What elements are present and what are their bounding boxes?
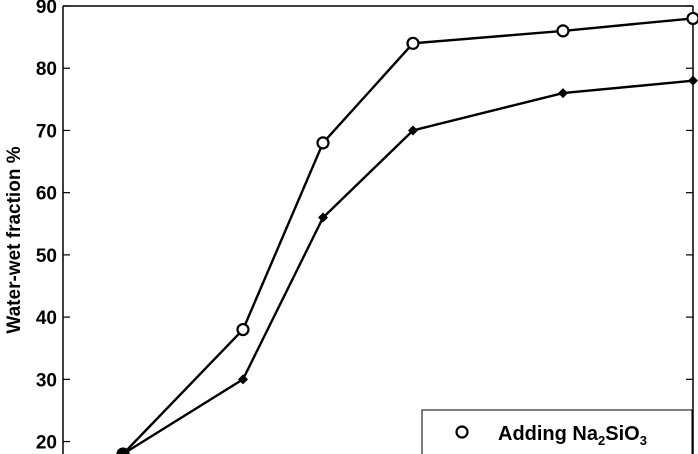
legend-box [421,409,693,454]
y-tick-label: 60 [36,184,57,205]
y-axis-label: Water-wet fraction % [4,146,25,333]
y-ticks: 20 30 40 50 60 70 80 90 [36,0,693,454]
series-group [116,11,698,454]
series-1 [116,11,698,454]
y-tick-label: 50 [36,246,57,267]
legend-label-sub2: 3 [640,433,647,448]
diamond-marker [558,88,568,99]
legend: Adding Na2SiO3 [421,409,693,454]
circle-marker [236,322,250,337]
axes [62,5,694,454]
y-tick-label: 20 [36,433,57,454]
diamond-marker [688,75,698,86]
y-tick-label: 90 [36,0,57,18]
y-tick-label: 40 [36,308,57,329]
legend-label-prefix: Adding Na [498,423,599,445]
circle-marker [406,36,420,50]
legend-label-mid: SiO [605,423,639,445]
start-point-marker [116,447,130,454]
y-tick-label: 30 [36,370,57,391]
legend-label-sub1: 2 [598,433,605,448]
circle-marker [556,24,570,38]
series-2-line [122,79,694,454]
series-1-line [122,17,694,454]
circle-marker [686,11,698,26]
legend-label: Adding Na2SiO3 [498,423,647,448]
series-2 [116,75,698,454]
diamond-marker [238,374,248,385]
diamond-marker [318,212,328,223]
y-tick-label: 70 [36,121,57,142]
legend-marker-circle [455,425,469,439]
circle-marker [316,136,330,150]
diamond-marker [408,125,418,136]
y-tick-label: 80 [36,59,57,80]
